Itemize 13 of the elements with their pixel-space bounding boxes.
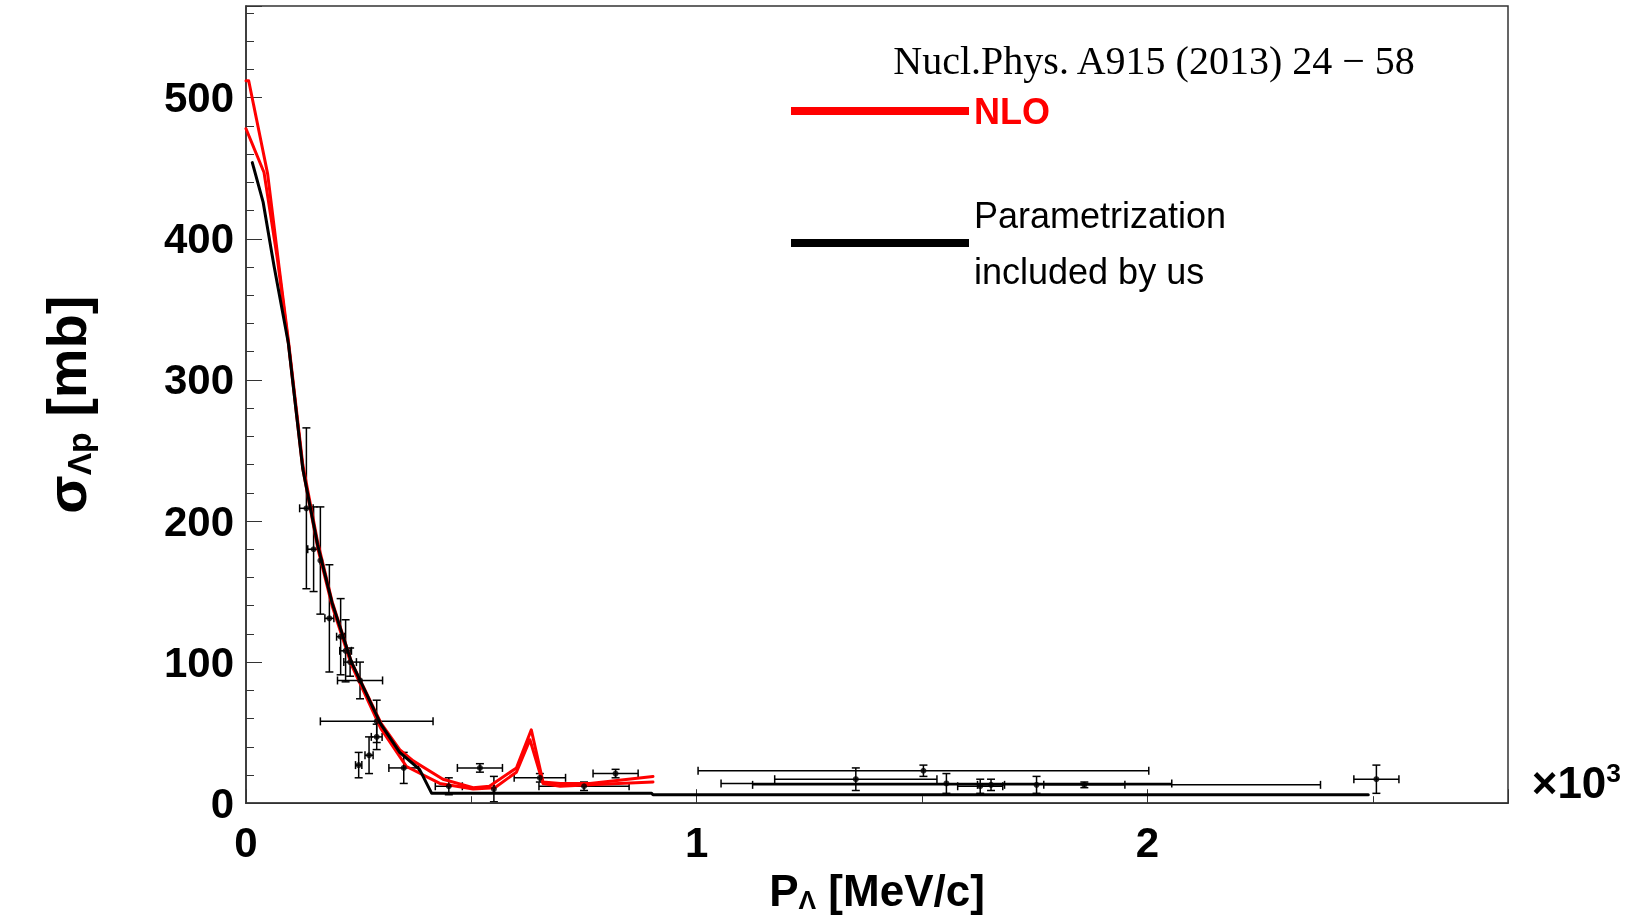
y-axis-title: σΛp [mb]	[34, 295, 98, 514]
x-tick-label: 1	[685, 818, 709, 866]
y-tick-label: 200	[163, 497, 234, 545]
annotation: Nucl.Phys. A915 (2013) 24 − 58	[893, 37, 1415, 83]
y-tick-label: 100	[163, 638, 234, 686]
legend-label: Parametrization included by us	[974, 194, 1237, 292]
x-tick-label: 2	[1135, 818, 1160, 866]
legend-label: NLO	[974, 90, 1050, 132]
y-tick-label: 500	[163, 74, 234, 122]
y-tick-label: 300	[163, 356, 234, 404]
y-tick-label: 0	[210, 779, 234, 827]
y-tick-label: 400	[163, 215, 234, 263]
x-axis-title: PΛ [MeV/c]	[769, 865, 985, 915]
